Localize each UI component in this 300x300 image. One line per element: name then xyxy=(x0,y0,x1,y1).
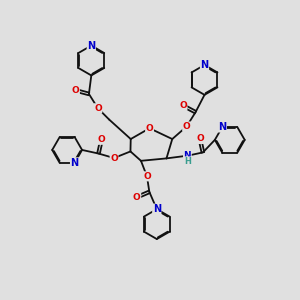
Text: O: O xyxy=(183,122,190,131)
Text: O: O xyxy=(179,101,187,110)
Text: O: O xyxy=(196,134,204,143)
Text: N: N xyxy=(218,122,226,132)
Text: O: O xyxy=(133,193,141,202)
Text: N: N xyxy=(70,158,79,168)
Text: O: O xyxy=(146,124,153,133)
Text: O: O xyxy=(98,135,105,144)
Text: O: O xyxy=(110,154,118,163)
Text: O: O xyxy=(143,172,151,181)
Text: O: O xyxy=(94,104,102,113)
Text: O: O xyxy=(72,86,80,95)
Text: H: H xyxy=(184,157,191,166)
Text: N: N xyxy=(87,40,95,51)
Text: N: N xyxy=(184,151,191,160)
Text: N: N xyxy=(200,60,208,70)
Text: N: N xyxy=(153,204,161,214)
